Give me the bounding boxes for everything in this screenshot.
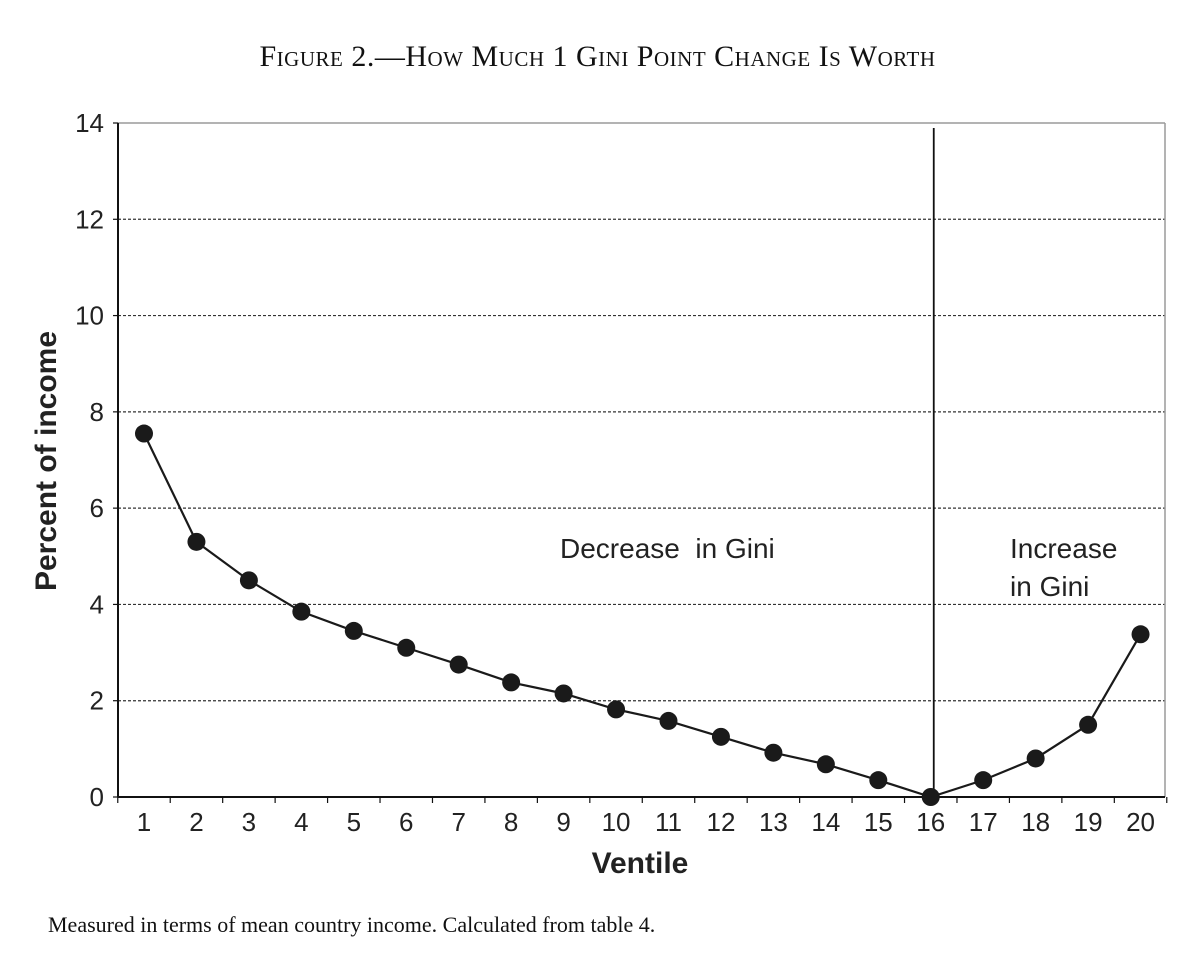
y-axis-ticks: 0 2 4 6 8 10 12 14 [75, 108, 118, 812]
y-tick-label-14: 14 [75, 108, 104, 138]
annotation-decrease-in-gini: Decrease in Gini [560, 533, 775, 564]
series-line [143, 433, 1142, 799]
x-tick-label-19: 19 [1074, 807, 1103, 837]
figure-title: Figure 2.—How Much 1 Gini Point Change I… [259, 40, 936, 73]
data-point-10 [607, 700, 626, 719]
data-point-18 [1026, 749, 1045, 768]
x-tick-label-18: 18 [1021, 807, 1050, 837]
x-axis-ticks: 1 2 3 4 5 6 7 8 9 10 11 12 13 14 15 16 17 18 19 20 [117, 797, 1168, 837]
data-point-7 [449, 655, 468, 674]
y-tick-label-2: 2 [90, 686, 104, 716]
data-point-19 [1079, 715, 1098, 734]
x-tick-label-16: 16 [916, 807, 945, 837]
data-point-8 [502, 673, 521, 692]
data-point-11 [659, 711, 678, 730]
y-tick-label-0: 0 [90, 782, 104, 812]
series [135, 424, 1150, 806]
x-tick-label-8: 8 [504, 807, 518, 837]
x-tick-label-20: 20 [1126, 807, 1155, 837]
data-point-17 [974, 771, 993, 790]
x-tick-label-6: 6 [399, 807, 413, 837]
x-axis-label: Ventile [592, 847, 689, 880]
annotation-increase-line2: in Gini [1010, 571, 1089, 602]
data-point-13 [764, 743, 783, 762]
y-tick-label-8: 8 [90, 397, 104, 427]
y-tick-label-10: 10 [75, 301, 104, 331]
y-tick-label-6: 6 [90, 493, 104, 523]
x-tick-label-2: 2 [189, 807, 203, 837]
x-tick-label-3: 3 [242, 807, 256, 837]
y-tick-label-4: 4 [90, 589, 104, 619]
x-tick-label-1: 1 [137, 807, 151, 837]
y-tick-label-12: 12 [75, 204, 104, 234]
data-point-12 [711, 727, 730, 746]
x-tick-label-17: 17 [969, 807, 998, 837]
data-point-15 [869, 771, 888, 790]
x-tick-label-12: 12 [706, 807, 735, 837]
data-point-5 [344, 621, 363, 640]
x-tick-label-5: 5 [347, 807, 361, 837]
data-point-16 [921, 788, 940, 806]
x-tick-label-15: 15 [864, 807, 893, 837]
data-point-20 [1131, 625, 1150, 644]
data-point-14 [816, 755, 835, 774]
y-axis-label: Percent of income [30, 331, 63, 591]
data-point-3 [239, 571, 258, 590]
data-point-9 [554, 684, 573, 703]
x-tick-label-13: 13 [759, 807, 788, 837]
figure-caption: Measured in terms of mean country income… [48, 912, 656, 937]
data-point-1 [135, 424, 153, 443]
grid-lines [118, 218, 1165, 702]
data-point-2 [187, 532, 206, 551]
x-tick-label-14: 14 [811, 807, 840, 837]
x-tick-label-4: 4 [294, 807, 308, 837]
x-tick-label-7: 7 [451, 807, 465, 837]
annotation-increase-line1: Increase [1010, 533, 1117, 564]
plot-frame [117, 122, 1166, 798]
x-tick-label-11: 11 [655, 807, 682, 837]
x-tick-label-9: 9 [556, 807, 570, 837]
x-tick-label-10: 10 [602, 807, 631, 837]
data-point-4 [292, 602, 311, 621]
data-point-6 [397, 638, 416, 657]
